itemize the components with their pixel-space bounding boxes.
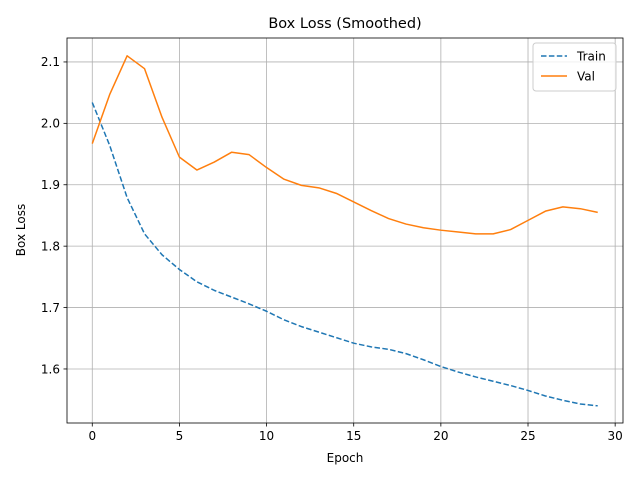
plot-area-frame [66,37,624,424]
y-tick-label: 2.0 [41,117,60,131]
y-tick-label: 1.8 [41,239,60,253]
chart-title: Box Loss (Smoothed) [268,16,421,32]
y-axis-ticks: 1.6 1.7 1.8 1.9 2.0 2.1 [41,55,67,376]
y-tick-label: 1.9 [41,178,60,192]
y-axis-label: Box Loss [14,204,28,256]
x-axis-ticks: 0 5 10 15 20 25 30 [88,423,623,443]
y-tick-label: 1.7 [41,301,60,315]
legend: Train Val [532,42,617,92]
x-tick-label: 20 [433,429,448,443]
x-tick-label: 10 [259,429,274,443]
y-tick-label: 2.1 [41,55,60,69]
x-tick-label: 15 [346,429,361,443]
legend-train-label: Train [576,50,606,64]
series-line-train [91,102,598,407]
grid-lines [67,38,623,423]
legend-val-label: Val [577,70,595,84]
legend-box [532,42,617,92]
x-axis-label: Epoch [327,451,364,465]
series-lines [91,55,598,407]
x-tick-label: 0 [88,429,96,443]
x-tick-label: 30 [608,429,623,443]
y-tick-label: 1.6 [41,362,60,376]
x-tick-label: 5 [176,429,184,443]
series-line-val [91,55,598,235]
x-tick-label: 25 [520,429,535,443]
